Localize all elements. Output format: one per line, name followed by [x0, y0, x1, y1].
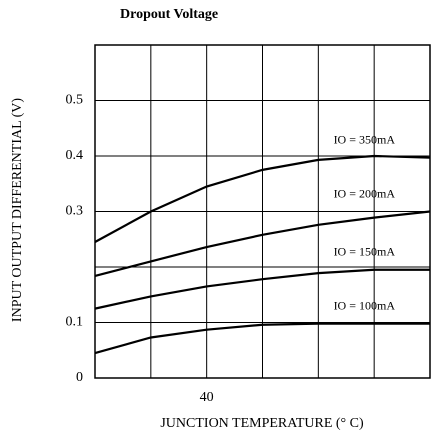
series-label: IO = 100mA [334, 298, 396, 312]
series-label: IO = 150mA [334, 245, 396, 259]
x-tick-label: 40 [200, 390, 214, 405]
series-line [94, 210, 431, 277]
series-label: IO = 350mA [334, 132, 396, 146]
series-line [94, 268, 430, 310]
x-axis-label: JUNCTION TEMPERATURE (° C) [160, 416, 364, 431]
series-label: IO = 200mA [334, 186, 396, 200]
y-tick-label: 0.1 [66, 315, 84, 330]
y-tick-label: 0.4 [66, 148, 84, 163]
series-line [94, 322, 430, 355]
y-tick-label: 0 [76, 370, 83, 385]
series-line [94, 154, 431, 243]
y-tick-label: 0.5 [66, 93, 84, 108]
chart-title: Dropout Voltage [120, 7, 218, 22]
y-axis-label: INPUT OUTPUT DIFFERENTIAL (V) [10, 98, 25, 322]
y-tick-label: 0.3 [66, 204, 84, 219]
